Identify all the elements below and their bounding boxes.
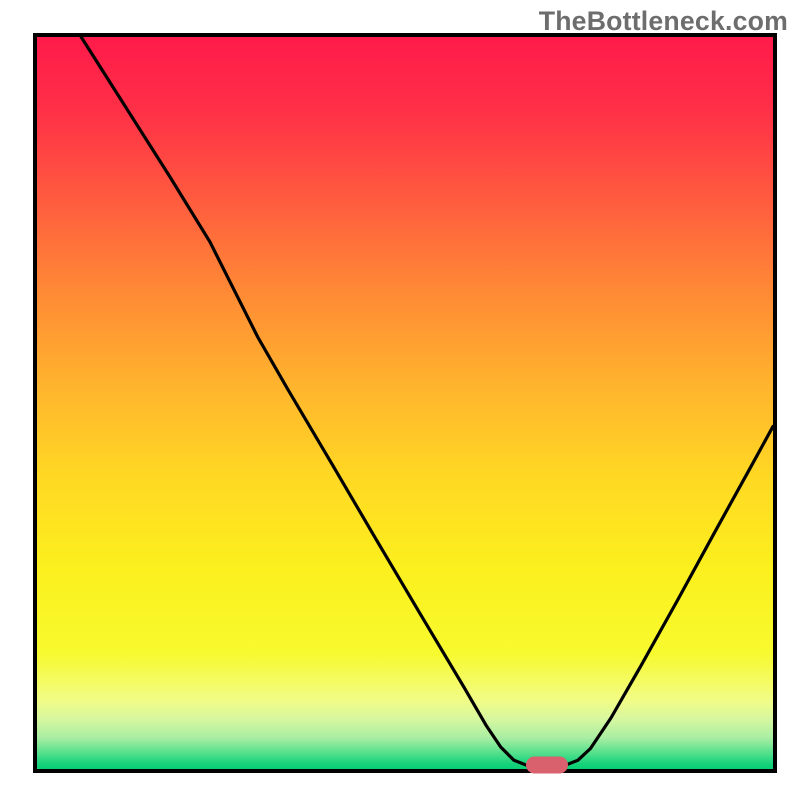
chart-container: TheBottleneck.com — [0, 0, 800, 800]
minimum-marker — [526, 756, 568, 773]
plot-background — [35, 35, 775, 771]
plot-svg — [33, 33, 777, 773]
